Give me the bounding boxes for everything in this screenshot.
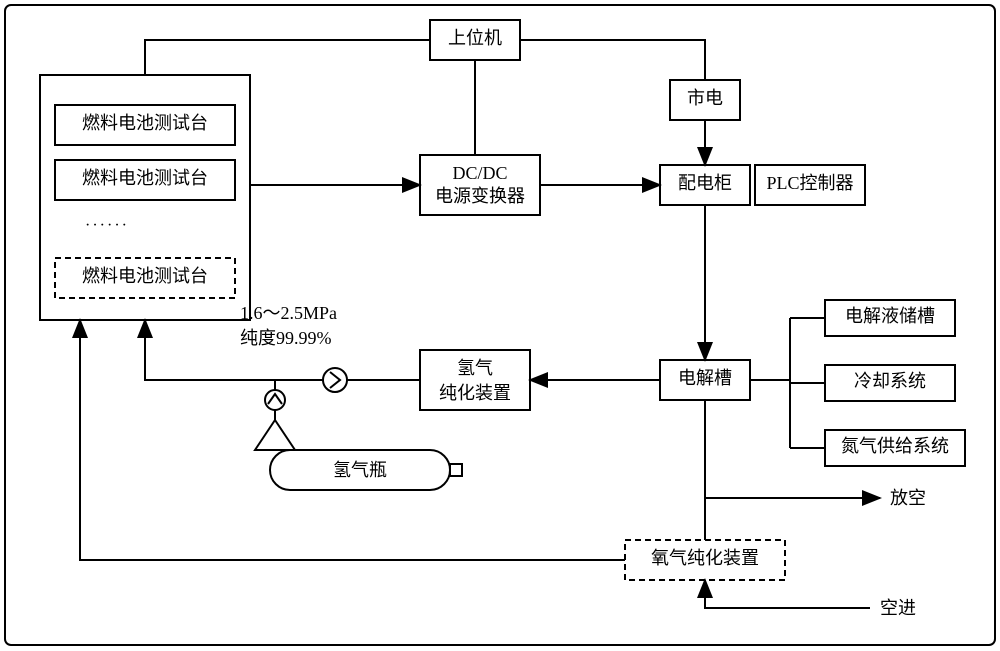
- check-valve-icon: [323, 368, 347, 392]
- tank-label: 电解液储槽: [845, 306, 935, 326]
- system-diagram: 上位机 市电 燃料电池测试台 燃料电池测试台 ······ 燃料电池测试台 DC…: [0, 0, 1000, 651]
- purity-label: 纯度99.99%: [240, 328, 332, 348]
- mains-label: 市电: [687, 88, 723, 108]
- o2-purifier-label: 氧气纯化装置: [651, 548, 759, 568]
- host-label: 上位机: [448, 28, 502, 48]
- test3-label: 燃料电池测试台: [82, 266, 208, 286]
- dcdc-label1: DC/DC: [452, 163, 507, 183]
- dots-label: ······: [85, 217, 129, 234]
- test2-label: 燃料电池测试台: [82, 168, 208, 188]
- cabinet-label: 配电柜: [678, 173, 732, 193]
- cooling-label: 冷却系统: [854, 371, 926, 391]
- h2-purifier-label2: 纯化装置: [439, 383, 511, 403]
- electrolyzer-label: 电解槽: [678, 368, 732, 388]
- cylinder-label: 氢气瓶: [333, 460, 387, 480]
- vent-label: 放空: [890, 488, 926, 508]
- test1-label: 燃料电池测试台: [82, 113, 208, 133]
- pressure-label: 1.6～2.5MPa: [240, 303, 337, 323]
- n2-label: 氮气供给系统: [841, 436, 949, 456]
- plc-label: PLC控制器: [766, 173, 853, 193]
- dcdc-label2: 电源变换器: [435, 186, 525, 206]
- airin-label: 空进: [880, 598, 916, 618]
- h2-purifier-label1: 氢气: [457, 358, 493, 378]
